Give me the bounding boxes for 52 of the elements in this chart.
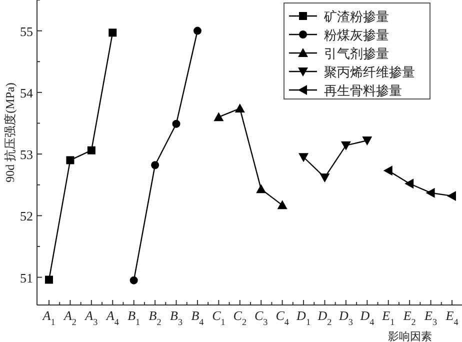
y-tick-label: 55 <box>20 24 33 39</box>
x-tick-label: C$_{1}$ <box>212 308 226 327</box>
x-tick-label: D$_{4}$ <box>359 308 375 327</box>
point <box>277 200 288 210</box>
point <box>108 28 117 37</box>
x-tick-label: B$_{3}$ <box>170 308 183 327</box>
point <box>87 146 96 154</box>
x-tick-label: E$_{2}$ <box>402 308 416 327</box>
y-tick-label: 53 <box>20 147 33 162</box>
point <box>45 276 53 284</box>
point <box>362 136 372 146</box>
x-tick-label: C$_{3}$ <box>254 308 268 327</box>
x-tick-label: A$_{4}$ <box>105 308 120 327</box>
x-tick-label: E$_{4}$ <box>444 308 459 327</box>
x-tick-label: E$_{3}$ <box>424 308 438 327</box>
point <box>340 141 351 150</box>
point <box>172 120 180 128</box>
x-tick-label: B$_{2}$ <box>148 308 162 327</box>
x-tick-label: D$_{1}$ <box>296 308 310 327</box>
point <box>130 276 138 284</box>
point <box>383 166 392 176</box>
point <box>298 153 309 162</box>
x-tick-label: A$_{3}$ <box>84 308 98 327</box>
x-tick-label: C$_{4}$ <box>276 308 290 327</box>
x-tick-label: A$_{2}$ <box>62 308 77 327</box>
y-tick-label: 54 <box>20 85 34 100</box>
point <box>66 156 74 164</box>
x-tick-label: A$_{1}$ <box>42 308 56 327</box>
x-tick-label: C$_{2}$ <box>233 308 247 327</box>
point <box>151 161 160 170</box>
legend-label: 聚丙烯纤维掺量 <box>324 64 415 80</box>
point <box>404 178 414 189</box>
point <box>320 173 330 182</box>
x-tick-label: D$_{2}$ <box>316 308 332 327</box>
point <box>447 190 456 201</box>
x-tick-label: B$_{1}$ <box>128 308 140 327</box>
x-axis-title: 影响因素 <box>388 330 432 342</box>
y-tick-label: 51 <box>20 270 33 286</box>
point <box>193 26 202 35</box>
x-tick-label: B$_{4}$ <box>191 308 204 327</box>
y-tick-label: 52 <box>20 208 33 224</box>
y-axis-title: 90d 抗压强度(MPa) <box>3 82 17 182</box>
legend-label: 矿渣粉掺量 <box>323 9 389 24</box>
point <box>426 188 435 198</box>
point <box>256 184 266 194</box>
x-tick-label: E$_{1}$ <box>381 308 395 327</box>
x-tick-label: D$_{3}$ <box>338 308 354 327</box>
point <box>214 112 224 122</box>
legend-label: 再生骨料掺量 <box>324 83 402 98</box>
point <box>234 103 245 112</box>
legend-label: 引气剂掺量 <box>324 46 389 61</box>
legend-label: 粉煤灰掺量 <box>324 28 389 42</box>
